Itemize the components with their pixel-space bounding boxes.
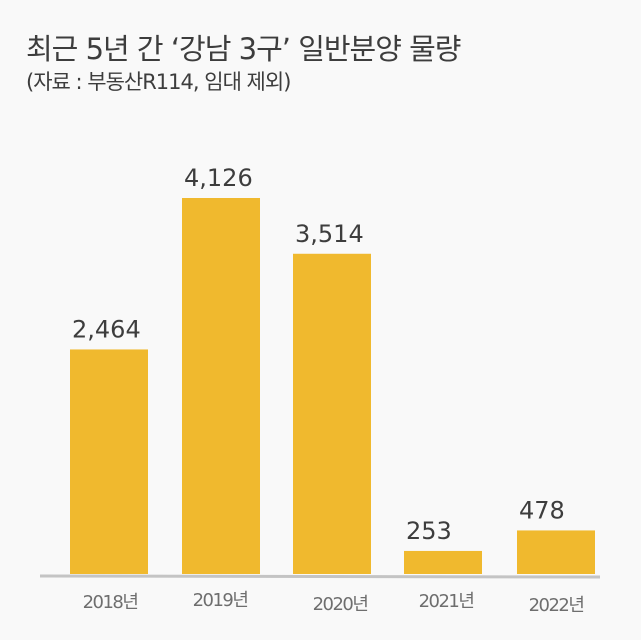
chart-title: 최근 5년 간 ‘강남 3구’ 일반분양 물량 — [26, 32, 461, 66]
data-label: 2,464 — [72, 315, 141, 343]
bar-2022년 — [517, 530, 595, 574]
x-tick-label: 2019년 — [193, 590, 248, 611]
bar-2018년 — [70, 349, 148, 574]
x-axis-line — [39, 574, 601, 579]
x-tick-label: 2021년 — [419, 591, 474, 612]
x-tick-label: 2018년 — [83, 592, 138, 613]
data-label: 4,126 — [184, 164, 253, 192]
data-label: 3,514 — [295, 220, 364, 248]
bar-2021년 — [404, 550, 482, 574]
bar-2019년 — [182, 198, 260, 574]
data-label: 253 — [406, 517, 452, 545]
bar-2020년 — [293, 253, 371, 574]
x-tick-label: 2022년 — [529, 595, 584, 616]
data-label: 478 — [519, 496, 565, 524]
chart-subtitle: (자료 : 부동산R114, 임대 제외) — [26, 70, 291, 94]
x-tick-label: 2020년 — [313, 594, 368, 615]
